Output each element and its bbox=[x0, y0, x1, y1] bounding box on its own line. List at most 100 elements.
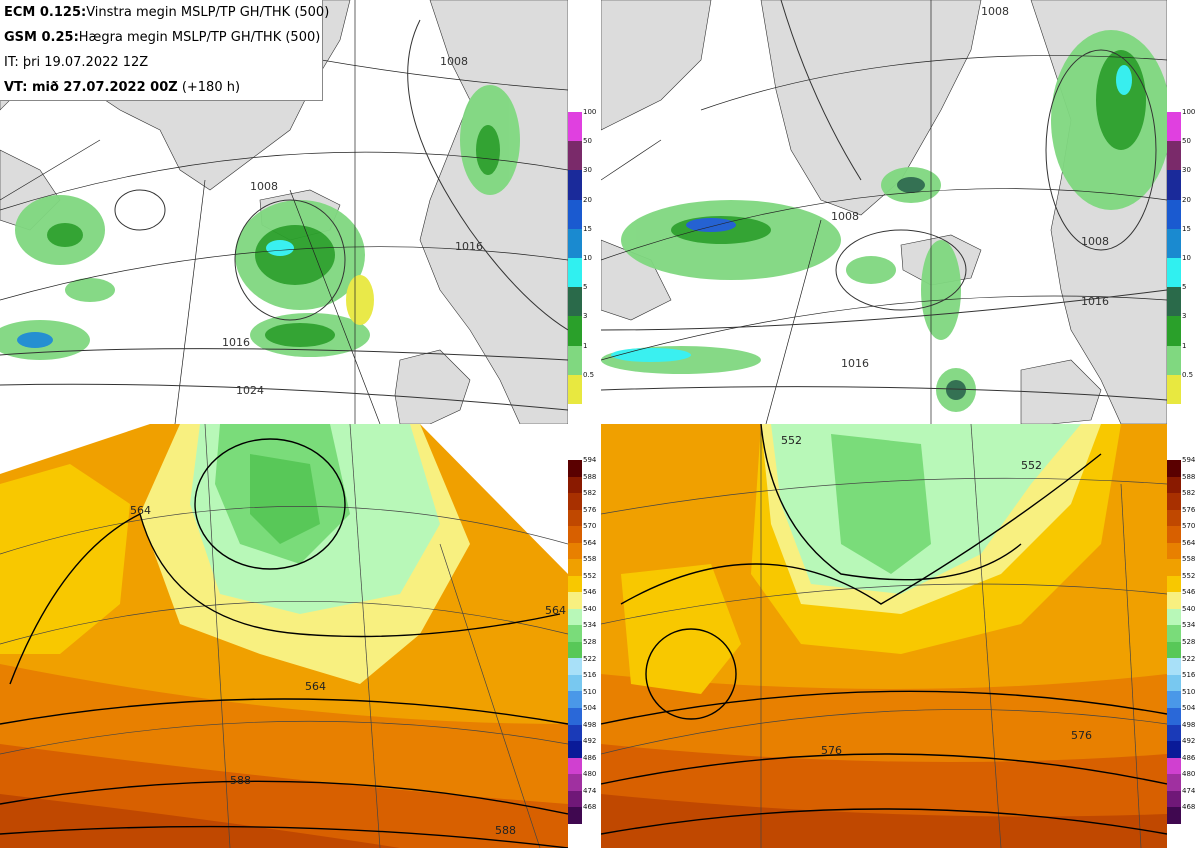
isoheight-label: 576 bbox=[821, 744, 842, 757]
colorbar-swatch bbox=[568, 141, 582, 171]
geopotential-colorbar-left bbox=[568, 460, 582, 824]
colorbar-label: 100 bbox=[1182, 108, 1196, 116]
geopotential-colorbar-labels-left: 594 588 582 576 570 564 558 552 546 540 534 528 522 5… bbox=[583, 456, 597, 824]
colorbar-swatch bbox=[1167, 575, 1181, 593]
colorbar-swatch bbox=[568, 625, 582, 642]
colorbar-label: 540 bbox=[1182, 604, 1196, 613]
colorbar-label: 588 bbox=[583, 472, 597, 481]
isoheight-label: 564 bbox=[130, 504, 151, 517]
colorbar-label: 582 bbox=[583, 489, 597, 498]
colorbar-label: 492 bbox=[583, 737, 597, 746]
panel-divider bbox=[597, 0, 601, 848]
colorbar-swatch bbox=[1167, 707, 1181, 725]
colorbar-swatch bbox=[568, 526, 582, 543]
colorbar-label: 570 bbox=[583, 522, 597, 531]
colorbar-label: 534 bbox=[583, 621, 597, 630]
colorbar-swatch bbox=[1167, 807, 1181, 824]
colorbar-label: 528 bbox=[583, 638, 597, 646]
isoheight-label: 564 bbox=[305, 680, 326, 693]
colorbar-swatch bbox=[1167, 476, 1181, 494]
colorbar-swatch bbox=[1167, 141, 1181, 171]
colorbar-swatch bbox=[568, 790, 582, 808]
colorbar-label: 50 bbox=[583, 137, 592, 146]
colorbar-label: 492 bbox=[1182, 737, 1196, 746]
colorbar-label: 558 bbox=[583, 555, 597, 564]
colorbar-swatch bbox=[568, 112, 582, 142]
colorbar-swatch bbox=[1167, 559, 1181, 576]
forecast-info-box: ECM 0.125:Vinstra megin MSLP/TP GH/THK (… bbox=[0, 0, 329, 101]
colorbar-label: 10 bbox=[583, 254, 592, 262]
colorbar-label: 468 bbox=[1182, 803, 1196, 812]
colorbar-label: 510 bbox=[1182, 687, 1196, 696]
colorbar-label: 3 bbox=[583, 312, 588, 321]
colorbar-swatch bbox=[1167, 774, 1181, 791]
colorbar-label: 546 bbox=[583, 588, 597, 597]
colorbar-label: 1 bbox=[583, 341, 588, 350]
british-isles-land bbox=[1020, 359, 1102, 424]
colorbar-label: 576 bbox=[583, 505, 597, 514]
british-isles-land bbox=[394, 349, 471, 424]
isobar-label: 1016 bbox=[222, 336, 250, 349]
precipitation-areas bbox=[601, 30, 1167, 412]
colorbar-label: 0.5 bbox=[583, 370, 595, 379]
colorbar-label: 522 bbox=[1182, 654, 1196, 663]
precipitation-colorbar-labels-left: 100 50 30 20 15 10 5 3 1 0.5 bbox=[583, 108, 597, 404]
colorbar-label: 504 bbox=[1182, 704, 1196, 713]
colorbar-swatch bbox=[568, 493, 582, 510]
isoheight-label: 552 bbox=[1021, 459, 1042, 472]
colorbar-swatch bbox=[1167, 199, 1181, 229]
colorbar-swatch bbox=[1167, 112, 1181, 142]
colorbar-label: 498 bbox=[583, 720, 597, 729]
colorbar-swatch bbox=[1167, 592, 1181, 609]
colorbar-swatch bbox=[1167, 741, 1181, 758]
colorbar-swatch bbox=[568, 774, 582, 791]
colorbar-label: 576 bbox=[1182, 505, 1196, 514]
colorbar-swatch bbox=[568, 658, 582, 675]
colorbar-label: 1 bbox=[1182, 341, 1187, 350]
isoheight-label: 552 bbox=[781, 434, 802, 447]
colorbar-swatch bbox=[1167, 460, 1181, 477]
precipitation-areas bbox=[0, 85, 520, 360]
colorbar-swatch bbox=[1167, 509, 1181, 527]
colorbar-label: 558 bbox=[1182, 555, 1196, 564]
colorbar-swatch bbox=[568, 575, 582, 593]
colorbar-label: 552 bbox=[1182, 571, 1196, 580]
colorbar-swatch bbox=[1167, 526, 1181, 543]
initial-time: IT: þri 19.07.2022 12Z bbox=[4, 55, 149, 70]
colorbar-label: 5 bbox=[1182, 283, 1187, 292]
colorbar-label: 486 bbox=[1182, 753, 1196, 762]
colorbar-label: 30 bbox=[1182, 166, 1191, 175]
colorbar-swatch bbox=[568, 287, 582, 317]
colorbar-swatch bbox=[1167, 316, 1181, 346]
colorbar-label: 588 bbox=[1182, 472, 1196, 481]
ecm-geopotential-map: 564 564 588 588 564 bbox=[0, 424, 568, 848]
colorbar-swatch bbox=[568, 199, 582, 229]
colorbar-label: 498 bbox=[1182, 720, 1196, 729]
isobar-label: 1016 bbox=[1081, 295, 1109, 308]
colorbar-swatch bbox=[1167, 757, 1181, 775]
isoheight-label: 588 bbox=[230, 774, 251, 787]
colorbar-label: 594 bbox=[1182, 456, 1196, 464]
colorbar-swatch bbox=[568, 691, 582, 708]
isobar-label: 1008 bbox=[440, 55, 468, 68]
colorbar-label: 30 bbox=[583, 166, 592, 175]
colorbar-label: 516 bbox=[583, 671, 597, 680]
gsm-label: GSM 0.25:Hægra megin MSLP/TP GH/THK (500… bbox=[4, 30, 321, 45]
colorbar-swatch bbox=[568, 374, 582, 404]
colorbar-swatch bbox=[568, 476, 582, 494]
colorbar-label: 5 bbox=[583, 283, 588, 292]
colorbar-swatch bbox=[568, 741, 582, 758]
colorbar-label: 20 bbox=[583, 195, 592, 204]
colorbar-label: 564 bbox=[583, 538, 597, 547]
colorbar-swatch bbox=[1167, 724, 1181, 742]
gsm-geopotential-map: 552 552 576 576 bbox=[601, 424, 1167, 848]
colorbar-label: 582 bbox=[1182, 489, 1196, 498]
colorbar-swatch bbox=[568, 608, 582, 626]
colorbar-label: 474 bbox=[583, 786, 597, 795]
colorbar-label: 100 bbox=[583, 108, 597, 116]
colorbar-label: 486 bbox=[583, 753, 597, 762]
precipitation-colorbar-labels-right: 100 50 30 20 15 10 5 3 1 0.5 bbox=[1182, 108, 1200, 404]
colorbar-swatch bbox=[568, 559, 582, 576]
precipitation-colorbar-right bbox=[1167, 112, 1181, 404]
colorbar-label: 540 bbox=[583, 604, 597, 613]
